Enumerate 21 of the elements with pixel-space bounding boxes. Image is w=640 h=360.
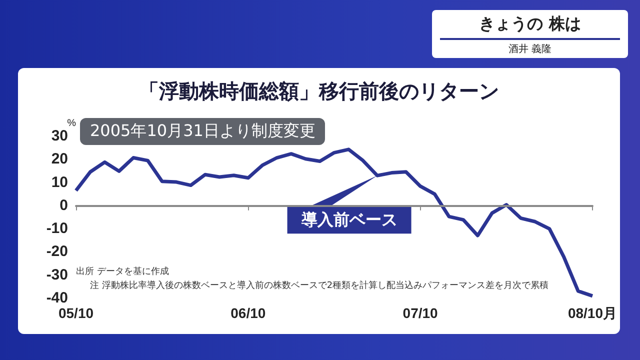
x-tick-label: 07/10 bbox=[402, 305, 438, 321]
legend-label: 導入前ベース bbox=[300, 210, 398, 230]
annotation: 注 浮動株比率導入後の株数ベースと導入前の株数ベースで2種類を計算し配当込みパフォーマンス差を月次で累積 bbox=[90, 280, 549, 292]
y-tick-label: -40 bbox=[46, 290, 68, 306]
y-axis-title: % bbox=[67, 118, 76, 130]
annotation: 2005年10月31日より制度変更 bbox=[80, 118, 326, 145]
x-tick-label: 08/10月 bbox=[568, 305, 618, 321]
y-tick-label: -20 bbox=[46, 243, 68, 260]
x-tick-label: 05/10 bbox=[58, 305, 94, 321]
y-tick-label: 20 bbox=[51, 150, 68, 168]
y-tick-label: -10 bbox=[46, 220, 68, 238]
chart-title: 「浮動株時価総額」移行前後のリターン bbox=[138, 78, 500, 105]
y-tick-label: 30 bbox=[51, 128, 68, 144]
text: 酒井 義隆 bbox=[440, 38, 620, 56]
chart-subtitle: きょうの 株は bbox=[478, 14, 582, 35]
line-series bbox=[74, 148, 594, 298]
y-tick-label: -30 bbox=[46, 266, 68, 284]
annotation: 出所 データを基に作成 bbox=[76, 266, 169, 278]
y-tick-label: 10 bbox=[51, 174, 68, 191]
x-tick-label: 06/10 bbox=[230, 305, 266, 321]
y-tick-label: 0 bbox=[60, 196, 68, 214]
